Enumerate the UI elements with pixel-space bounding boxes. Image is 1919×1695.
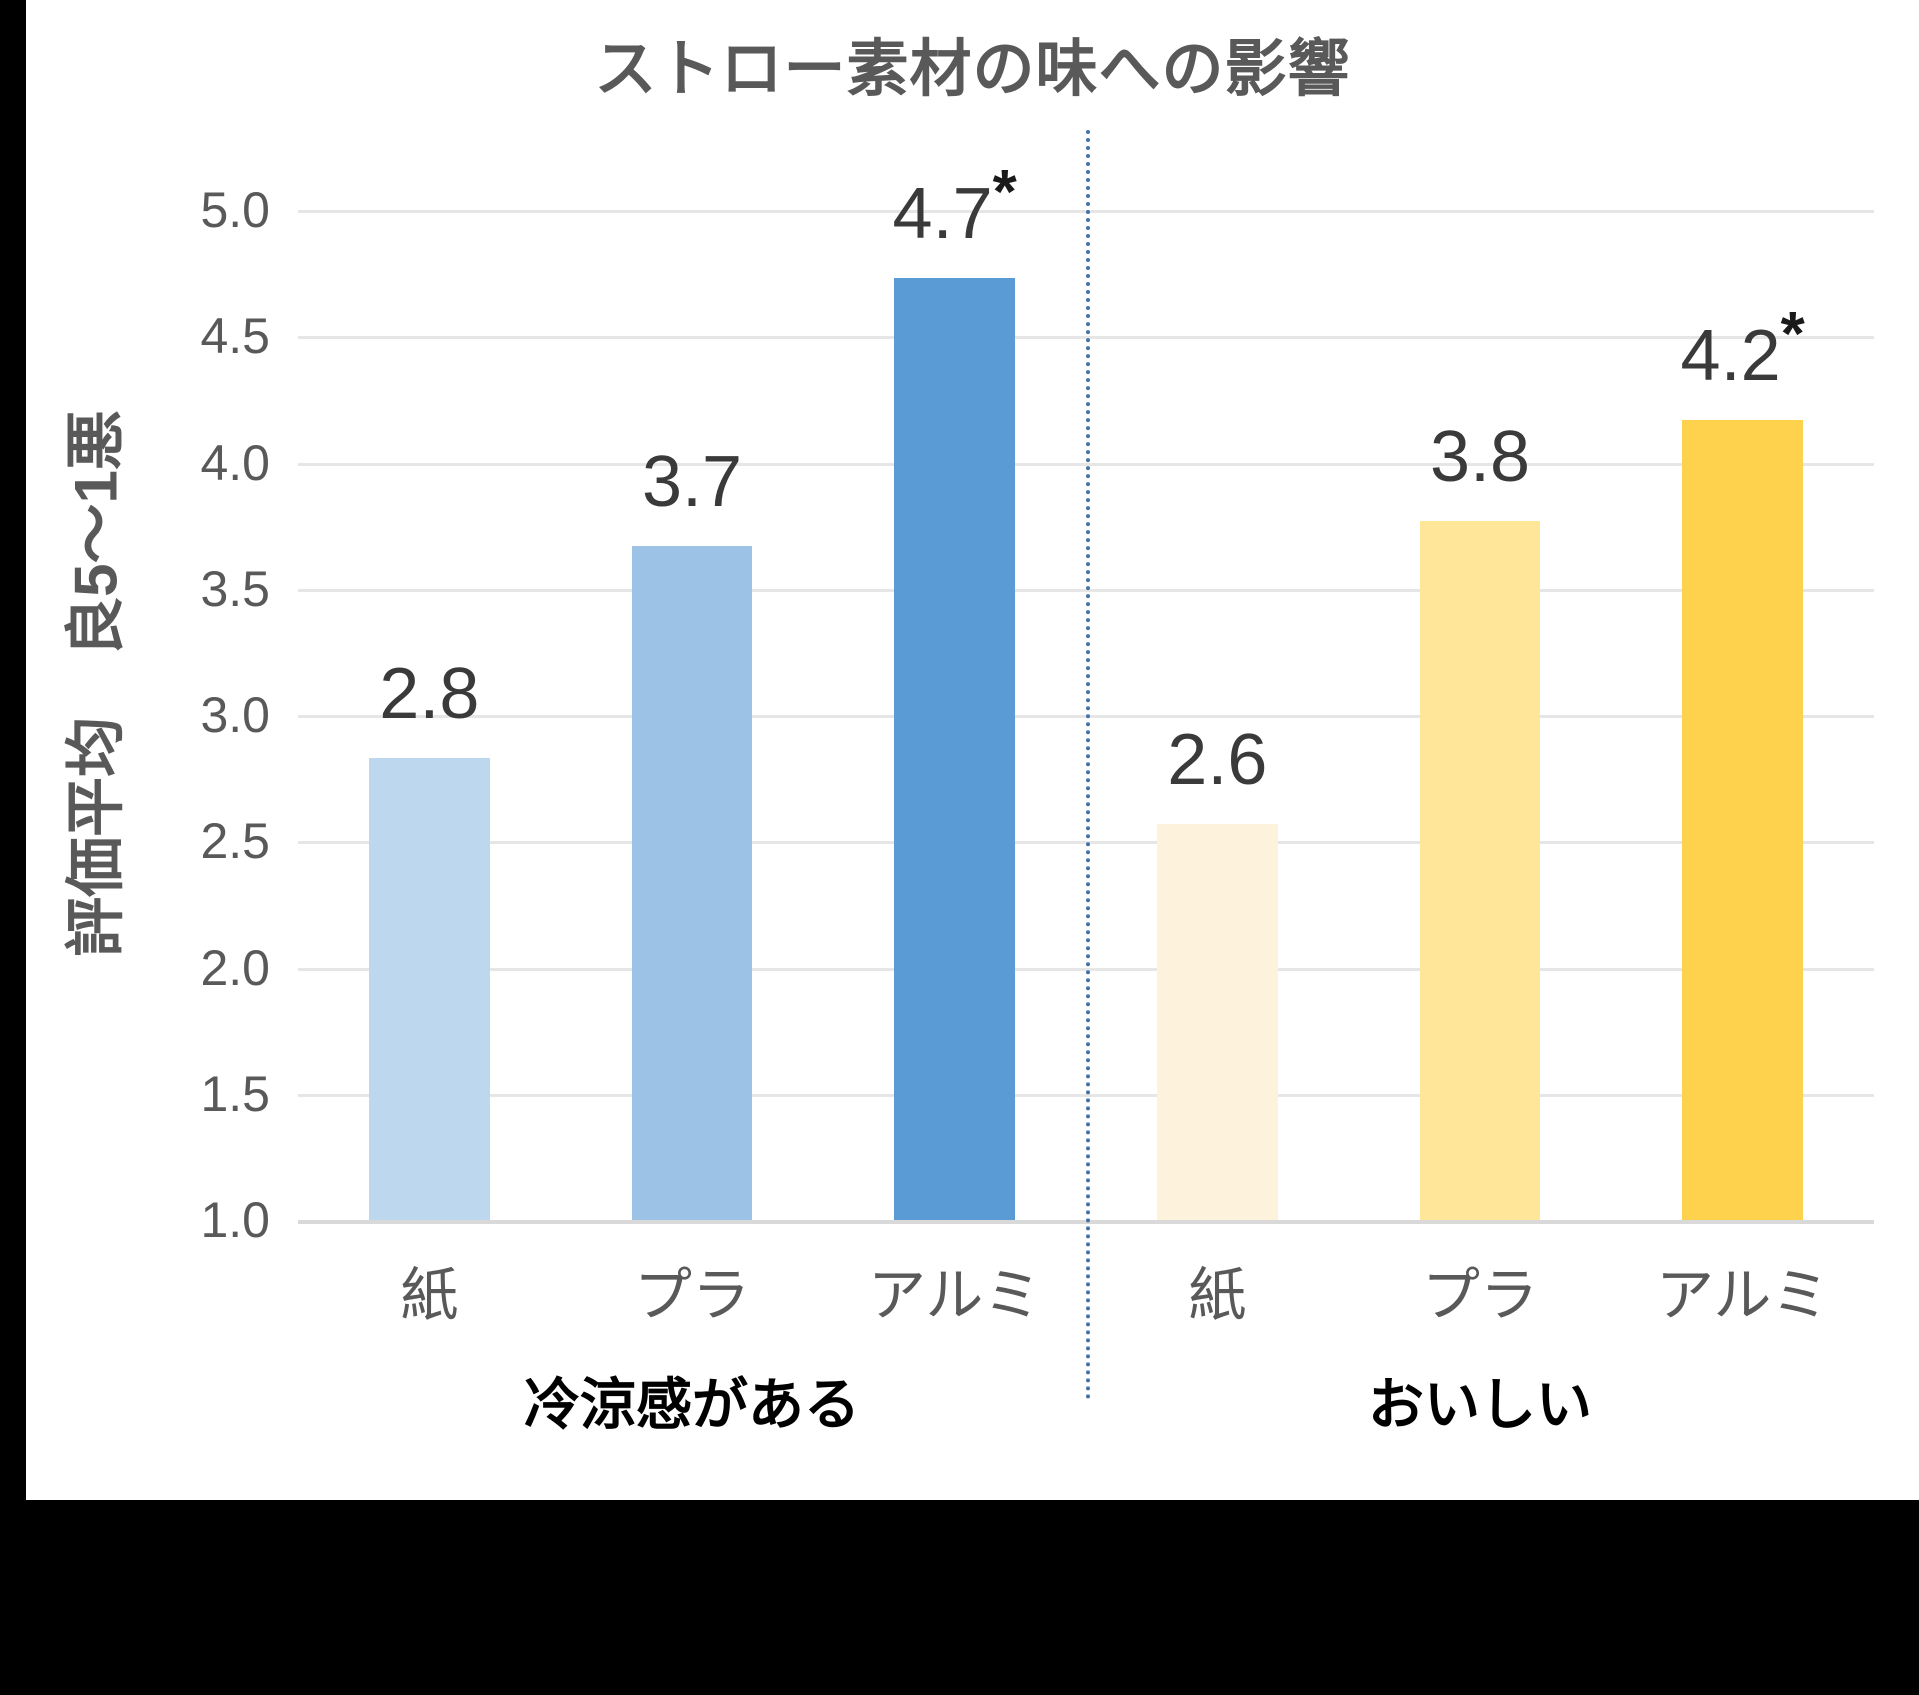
bar-value-label: 3.7: [641, 441, 743, 522]
chart-title: ストロー素材の味への影響: [594, 35, 1351, 104]
bar[interactable]: [1682, 419, 1804, 1220]
bar-value-label: 4.2*: [1680, 299, 1805, 396]
y-axis-tick-label: 3.0: [200, 687, 270, 743]
y-axis-tick-label: 2.0: [200, 939, 270, 996]
x-axis-category-label: プラ: [1421, 1263, 1539, 1328]
significance-asterisk-icon: *: [1780, 299, 1805, 369]
group-divider-line: [1086, 130, 1090, 1400]
bar[interactable]: [1156, 823, 1278, 1220]
y-axis-tick-label: 3.5: [200, 560, 270, 617]
chart-card: ストロー素材の味への影響 評価平均 良5～1悪 5.0 4.5 4.0 3.5 3.0 2…: [26, 0, 1919, 1500]
bar[interactable]: [1419, 520, 1541, 1220]
bar-value-label: 3.8: [1429, 416, 1531, 497]
x-axis-category-label: 紙: [1188, 1263, 1247, 1328]
significance-asterisk-icon: *: [992, 158, 1017, 228]
x-axis-category-label: アルミ: [1655, 1263, 1830, 1328]
x-axis-group-label: おいしい: [1368, 1373, 1592, 1436]
x-axis-category-label: プラ: [633, 1263, 751, 1328]
x-axis-category-label: 紙: [400, 1263, 459, 1328]
plot-area: 5.0 4.5 4.0 3.5 3.0 2.5 2.0 1.5 1.0 2.8 3.7 4.7* 2.…: [200, 130, 1874, 1436]
x-axis-category-label: アルミ: [867, 1263, 1042, 1328]
y-axis-tick-label: 4.0: [200, 434, 270, 491]
bar-value-label: 2.6: [1167, 719, 1268, 800]
bar-value-label: 2.8: [379, 653, 480, 734]
x-axis-group-label: 冷涼感がある: [524, 1373, 860, 1436]
y-axis-tick-label: 1.0: [200, 1192, 270, 1248]
y-axis-tick-label: 2.5: [200, 813, 270, 870]
bar[interactable]: [631, 545, 753, 1220]
y-axis-tick-label: 5.0: [200, 182, 270, 238]
y-axis-title: 評価平均 良5～1悪: [62, 410, 130, 957]
bar[interactable]: [368, 757, 490, 1220]
bar[interactable]: [894, 278, 1016, 1220]
y-axis-tick-label: 1.5: [200, 1065, 270, 1122]
y-axis-tick-label: 4.5: [200, 308, 270, 365]
bar-value-label: 4.7*: [892, 158, 1017, 255]
